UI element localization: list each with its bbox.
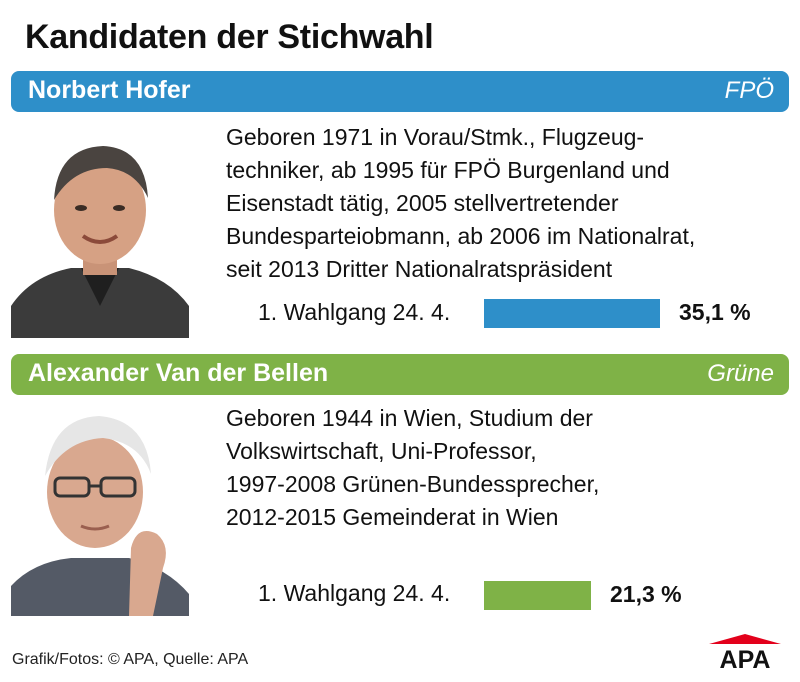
portrait-vdb-illustration <box>11 398 189 616</box>
page-title: Kandidaten der Stichwahl <box>25 18 434 56</box>
result-value-hofer: 35,1 % <box>679 299 751 325</box>
source-credit: Grafik/Fotos: © APA, Quelle: APA <box>12 651 249 668</box>
bio-line: 1997-2008 Grünen-Bundessprecher, <box>226 471 600 497</box>
result-value-vdb: 21,3 % <box>610 581 682 607</box>
candidate-name: Alexander Van der Bellen <box>28 359 329 387</box>
bio-line: Eisenstadt tätig, 2005 stellvertretender <box>226 190 619 216</box>
bio-line: seit 2013 Dritter Nationalratspräsident <box>226 256 613 282</box>
candidate-name: Norbert Hofer <box>28 76 191 104</box>
apa-logo: APA <box>709 634 781 672</box>
result-bar-hofer <box>484 299 660 328</box>
candidate-party: FPÖ <box>724 77 774 104</box>
candidate-photo-hofer <box>11 118 189 338</box>
candidate-bio-vdb: Geboren 1944 in Wien, Studium der Volksw… <box>226 402 794 534</box>
candidate-header-vdb: Alexander Van der Bellen Grüne <box>11 354 789 395</box>
bio-line: Volkswirtschaft, Uni-Professor, <box>226 438 537 464</box>
result-bar-vdb <box>484 581 591 610</box>
apa-logo-roof <box>709 634 781 644</box>
apa-logo-text: APA <box>720 646 771 672</box>
portrait-hofer-illustration <box>11 118 189 338</box>
round-label-vdb: 1. Wahlgang 24. 4. <box>258 580 451 606</box>
candidate-bio-hofer: Geboren 1971 in Vorau/Stmk., Flugzeug- t… <box>226 121 794 286</box>
bio-line: Bundesparteiobmann, ab 2006 im Nationalr… <box>226 223 696 249</box>
candidate-photo-vdb <box>11 398 189 616</box>
round-label-hofer: 1. Wahlgang 24. 4. <box>258 299 451 325</box>
bio-line: techniker, ab 1995 für FPÖ Burgenland un… <box>226 157 670 183</box>
candidate-party: Grüne <box>707 360 774 387</box>
bio-line: 2012-2015 Gemeinderat in Wien <box>226 504 559 530</box>
bio-line: Geboren 1971 in Vorau/Stmk., Flugzeug- <box>226 124 645 150</box>
candidate-header-hofer: Norbert Hofer FPÖ <box>11 71 789 112</box>
bio-line: Geboren 1944 in Wien, Studium der <box>226 405 593 431</box>
